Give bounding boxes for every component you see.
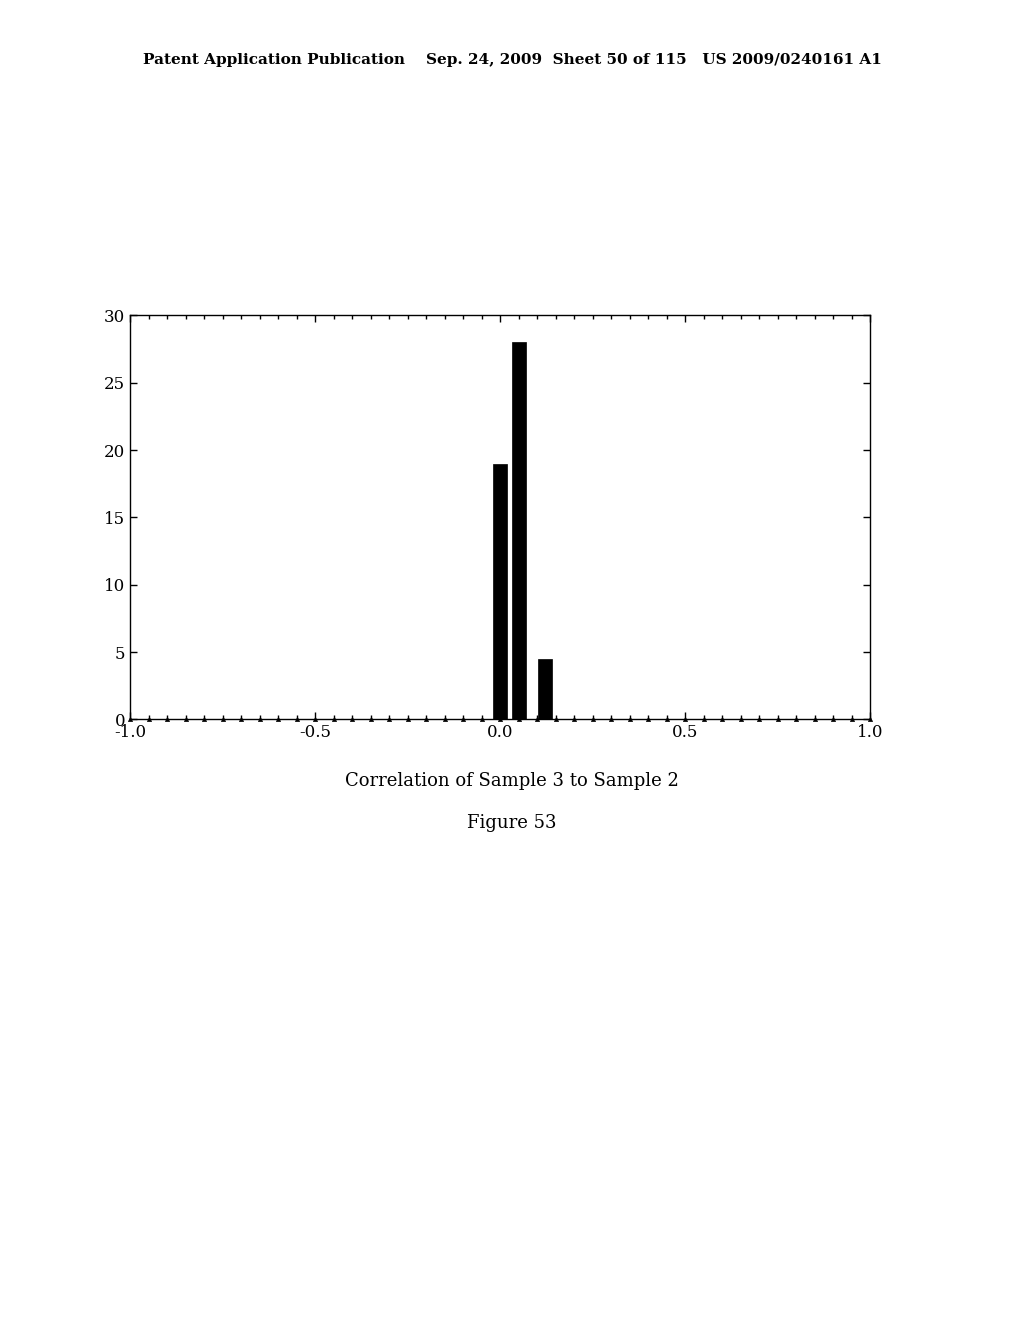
Text: Patent Application Publication    Sep. 24, 2009  Sheet 50 of 115   US 2009/02401: Patent Application Publication Sep. 24, … (142, 53, 882, 67)
Bar (512, 342, 525, 719)
Text: Correlation of Sample 3 to Sample 2: Correlation of Sample 3 to Sample 2 (345, 772, 679, 791)
Bar (538, 659, 552, 719)
Bar (494, 463, 507, 719)
Text: Figure 53: Figure 53 (467, 814, 557, 833)
